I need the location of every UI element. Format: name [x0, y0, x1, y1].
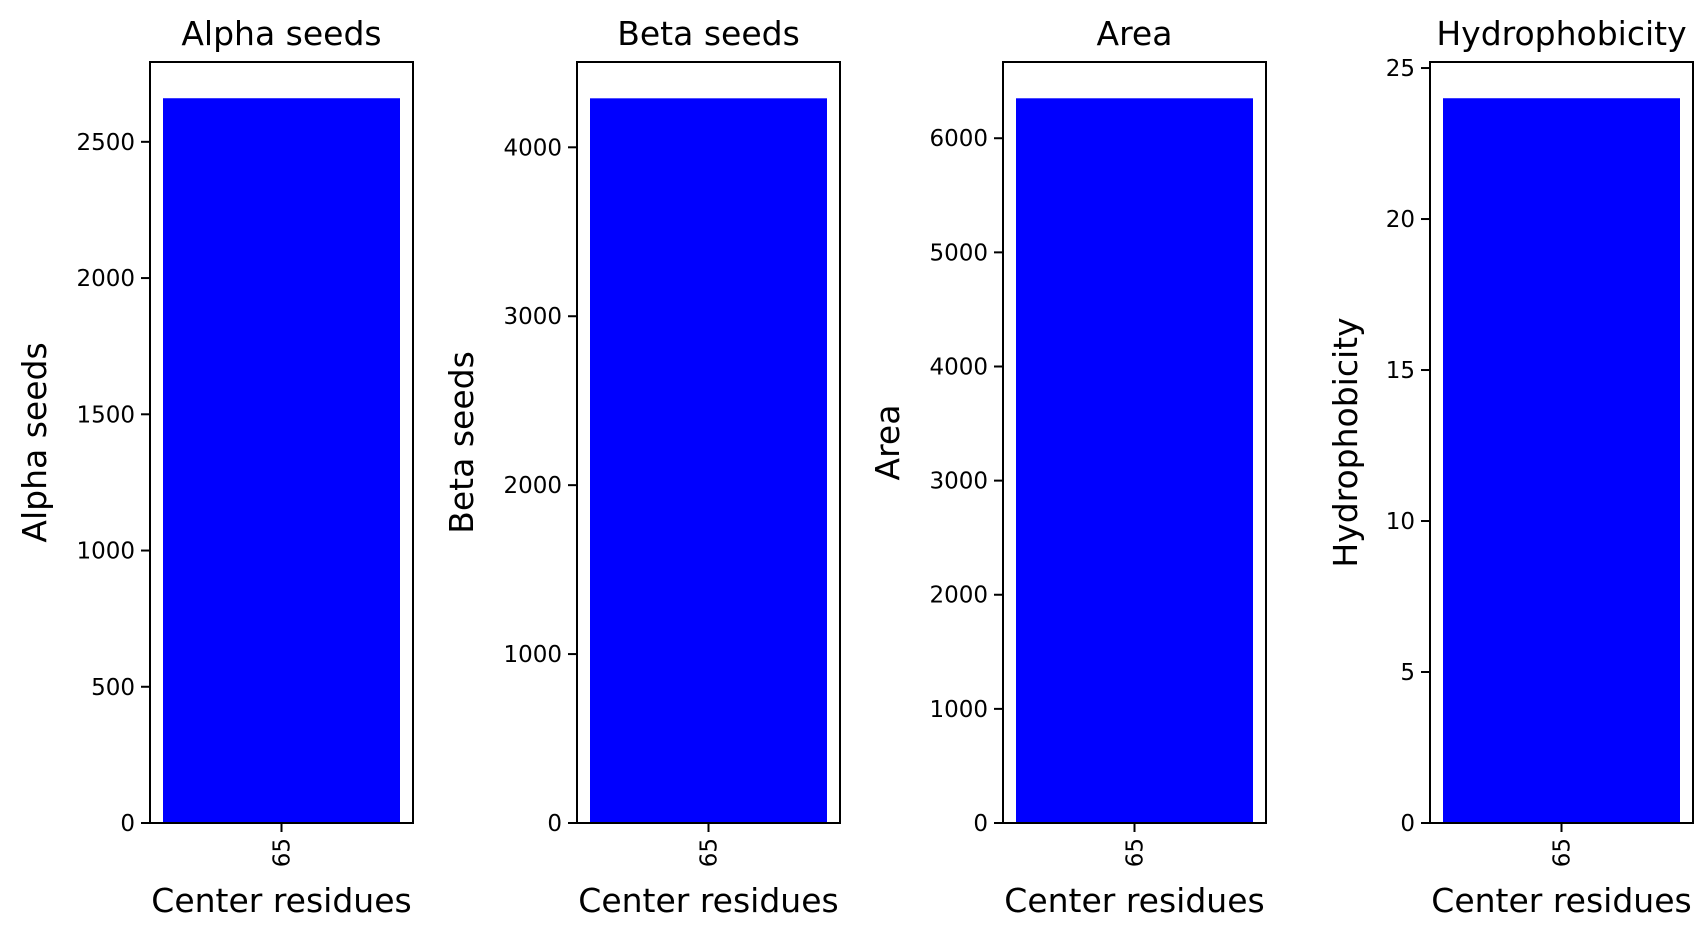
chart-4-x-tick-label: 65 — [1550, 838, 1576, 867]
chart-3-y-tick-label: 1000 — [929, 697, 988, 723]
chart-1-x-axis-label: Center residues — [151, 881, 411, 920]
chart-4-title: Hydrophobicity — [1436, 14, 1686, 53]
chart-1-title: Alpha seeds — [181, 14, 381, 53]
chart-1-y-tick-label: 0 — [120, 811, 135, 837]
chart-3-y-tick-label: 4000 — [929, 354, 988, 380]
chart-4-y-tick-label: 5 — [1400, 660, 1415, 686]
chart-3-y-tick-label: 3000 — [929, 469, 988, 495]
chart-3-x-tick-label: 65 — [1123, 838, 1149, 867]
chart-4-y-tick-label: 15 — [1386, 358, 1415, 384]
chart-2-y-tick-label: 4000 — [503, 135, 562, 161]
chart-1-y-tick-label: 2000 — [76, 266, 135, 292]
chart-4-y-tick-label: 25 — [1386, 56, 1415, 82]
chart-4-y-tick-label: 10 — [1386, 509, 1415, 535]
chart-1-bar — [163, 98, 400, 823]
chart-2-y-axis-label: Beta seeds — [442, 351, 481, 534]
chart-4-x-axis-label: Center residues — [1431, 881, 1691, 920]
chart-4-y-axis-label: Hydrophobicity — [1326, 317, 1365, 567]
chart-3-y-tick-label: 0 — [973, 811, 988, 837]
chart-1-y-tick-label: 500 — [91, 675, 135, 701]
chart-3-y-tick-label: 2000 — [929, 583, 988, 609]
chart-2-x-axis-label: Center residues — [578, 881, 838, 920]
chart-2-y-tick-label: 0 — [547, 811, 562, 837]
chart-3-title: Area — [1097, 14, 1173, 53]
chart-3-y-tick-label: 6000 — [929, 126, 988, 152]
chart-1-y-tick-label: 2500 — [76, 130, 135, 156]
chart-4-bar — [1443, 98, 1680, 823]
chart-2-y-tick-label: 2000 — [503, 473, 562, 499]
chart-3-x-axis-label: Center residues — [1004, 881, 1264, 920]
chart-4-y-tick-label: 20 — [1386, 207, 1415, 233]
chart-1-y-axis-label: Alpha seeds — [15, 342, 54, 542]
chart-4-y-tick-label: 0 — [1400, 811, 1415, 837]
chart-3-y-tick-label: 5000 — [929, 240, 988, 266]
chart-1-y-tick-label: 1000 — [76, 539, 135, 565]
chart-1-x-tick-label: 65 — [270, 838, 296, 867]
chart-2-x-tick-label: 65 — [697, 838, 723, 867]
chart-2-y-tick-label: 3000 — [503, 304, 562, 330]
chart-3-y-axis-label: Area — [868, 405, 907, 481]
chart-3-bar — [1016, 98, 1253, 824]
chart-1-y-tick-label: 1500 — [76, 402, 135, 428]
chart-2-title: Beta seeds — [617, 14, 800, 53]
chart-2-bar — [590, 98, 827, 823]
chart-2-y-tick-label: 1000 — [503, 642, 562, 668]
